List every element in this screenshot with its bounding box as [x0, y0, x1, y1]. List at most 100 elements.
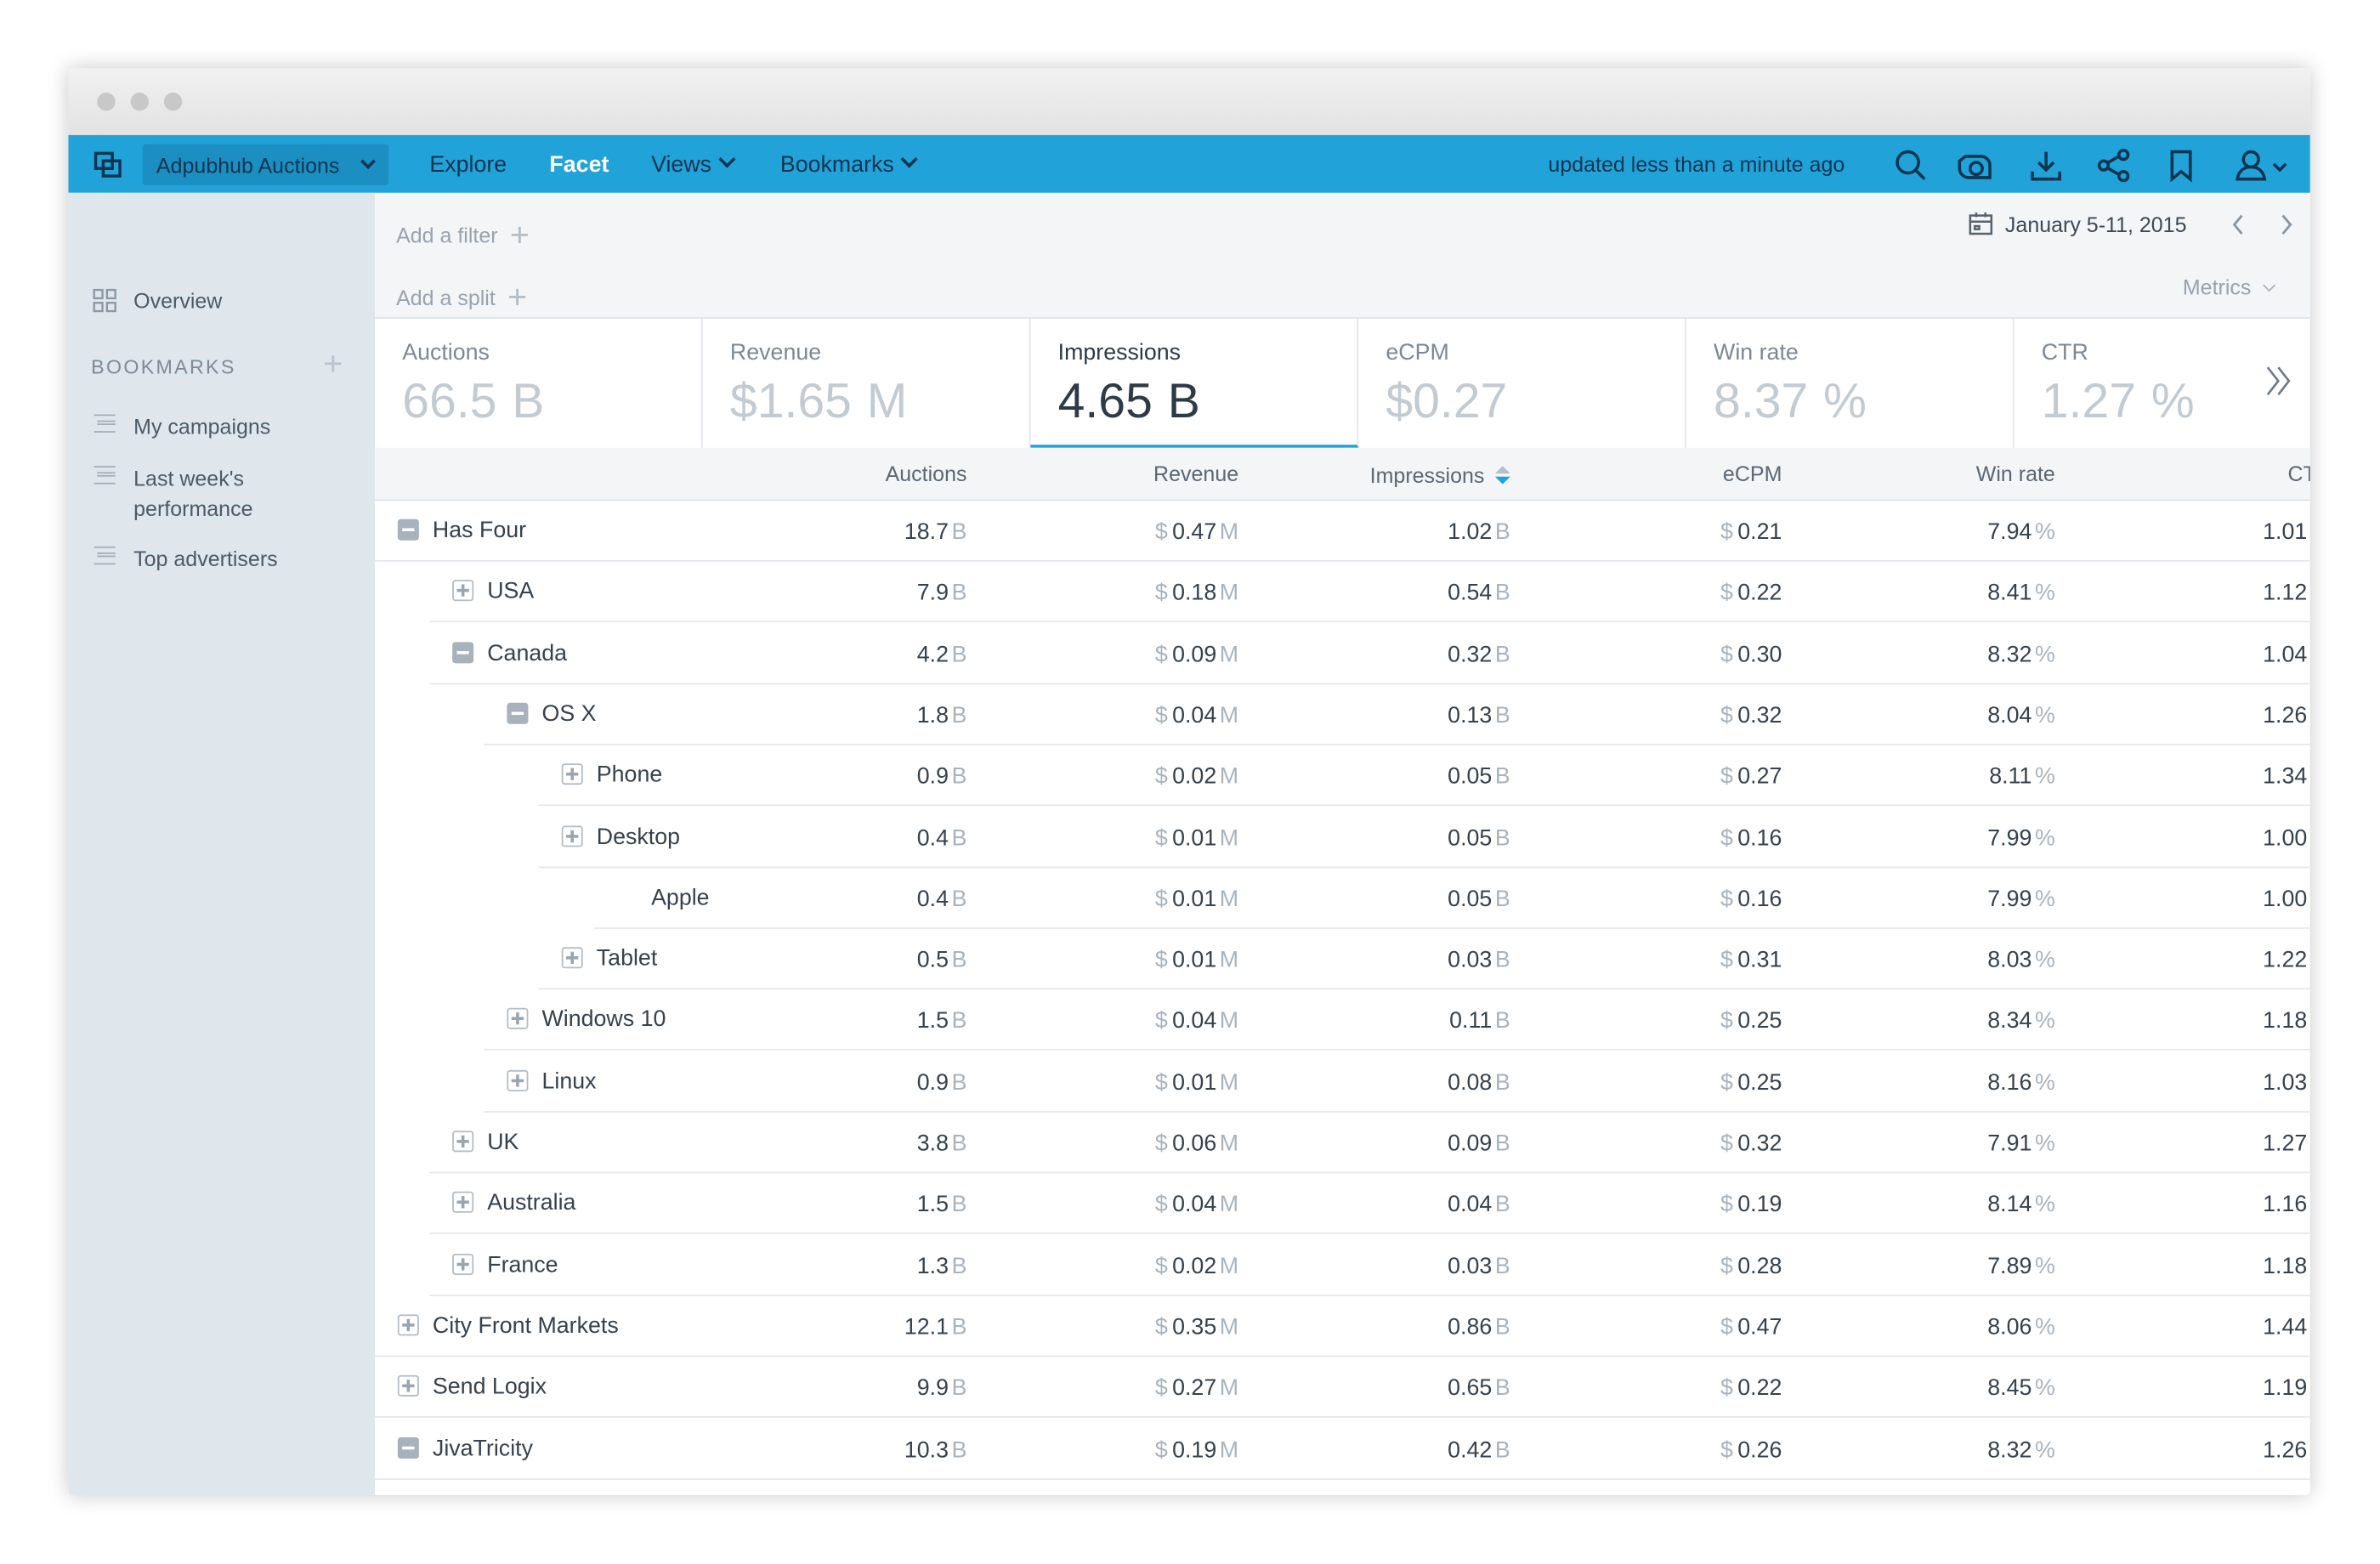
table-cell: 0.4 B: [917, 886, 967, 911]
expand-toggle[interactable]: [507, 1008, 529, 1030]
metrics-menu[interactable]: Metrics: [2183, 275, 2276, 299]
cell-value: 0.27: [1172, 1375, 1217, 1402]
collapse-toggle[interactable]: [397, 518, 419, 541]
user-icon[interactable]: [2236, 150, 2287, 181]
cell-value: 0.30: [1737, 641, 1782, 667]
metric-number: 1.65: [756, 373, 852, 428]
cell-value: 0.21: [1737, 518, 1782, 546]
add-filter[interactable]: Add a filter +: [396, 212, 530, 254]
bookmark-link[interactable]: My campaigns: [133, 414, 271, 439]
row-label: Apple: [651, 884, 710, 911]
metric-value: 1.27%: [2042, 373, 2195, 429]
nav-item[interactable]: Views: [651, 150, 736, 178]
next[interactable]: [2281, 214, 2292, 235]
expand-toggle[interactable]: [452, 1192, 474, 1214]
window-button[interactable]: [97, 92, 116, 111]
metric-card[interactable]: Auctions 66.5 B: [375, 318, 703, 448]
cell-value: 0.4: [916, 824, 949, 851]
download-icon[interactable]: [2031, 151, 2061, 181]
table-cell: 7.91%: [1987, 1130, 2055, 1156]
metric-label: Win rate: [1714, 339, 1799, 366]
expand-toggle[interactable]: [561, 947, 583, 969]
table-cell: 8.16%: [1987, 1069, 2055, 1095]
cell-value: 0.9: [916, 763, 949, 790]
chevron: [360, 154, 376, 170]
row-divider: [429, 620, 2310, 623]
logo[interactable]: [94, 151, 122, 178]
table-cell: $0.04 M: [1155, 1008, 1238, 1034]
cell-value: 18.7: [904, 518, 949, 546]
search-icon[interactable]: [1896, 150, 1926, 180]
more-metrics[interactable]: [2263, 365, 2293, 398]
expand-toggle[interactable]: [452, 1130, 474, 1153]
collapse-toggle[interactable]: [397, 1436, 419, 1459]
table-cell: 8.45%: [1987, 1375, 2055, 1401]
collapse-toggle[interactable]: [452, 641, 474, 663]
cell-value: 0.5: [916, 947, 949, 973]
metric-card[interactable]: Revenue $1.65 M: [703, 318, 1031, 448]
metric-card[interactable]: CTR 1.27%: [2014, 319, 2310, 448]
expand-toggle[interactable]: [397, 1375, 419, 1397]
cell-value: 1.8: [916, 702, 949, 728]
metric-card[interactable]: Win rate 8.37%: [1686, 318, 2014, 448]
expand-toggle[interactable]: [397, 1314, 419, 1336]
column-header[interactable]: Revenue: [1153, 462, 1238, 486]
cell-unit: B: [951, 763, 967, 790]
row-divider: [593, 926, 2310, 929]
table-cell: 8.32%: [1987, 642, 2055, 667]
table-cell: 0.08 B: [1448, 1069, 1510, 1095]
metric-label: CTR: [2041, 339, 2088, 366]
metric-label: Impressions: [1057, 339, 1182, 366]
table-cell: 1.16: [2263, 1192, 2307, 1217]
expand-toggle[interactable]: [507, 1069, 529, 1091]
app-switcher[interactable]: Adpubhub Auctions: [142, 144, 389, 185]
cell-prefix: $: [1720, 1192, 1733, 1218]
nav-item[interactable]: Bookmarks: [780, 150, 918, 178]
cell-unit: M: [1219, 824, 1239, 851]
refresh-icon[interactable]: [1958, 155, 1992, 179]
share-icon[interactable]: [2097, 148, 2130, 183]
column-header[interactable]: Win rate: [1976, 462, 2055, 486]
cell-value: 0.04: [1172, 1192, 1217, 1218]
row-label: City Front Markets: [432, 1312, 619, 1339]
cell-value: 0.22: [1737, 580, 1782, 607]
window-button[interactable]: [163, 92, 183, 111]
table-cell: 0.05 B: [1448, 764, 1510, 790]
column-header[interactable]: Auctions: [886, 462, 967, 486]
nav-item[interactable]: Facet: [549, 152, 609, 178]
table-cell: 7.89%: [1987, 1253, 2055, 1278]
expand-toggle[interactable]: [452, 580, 474, 602]
cell-prefix: $: [1154, 1130, 1168, 1157]
cell-unit: B: [1494, 1436, 1510, 1463]
add-filter-label: Add a filter: [396, 223, 498, 248]
date-range[interactable]: January 5-11, 2015: [2004, 212, 2187, 237]
table-cell: 1.01: [2263, 519, 2307, 545]
table-cell: $0.01 M: [1155, 825, 1238, 851]
bookmark-link[interactable]: Last week's performance: [133, 466, 253, 521]
prev[interactable]: [2232, 214, 2243, 235]
nav-item[interactable]: Explore: [429, 152, 507, 178]
collapse-toggle[interactable]: [507, 702, 529, 724]
metric-card[interactable]: eCPM $0.27: [1358, 318, 1686, 448]
column-header[interactable]: eCPM: [1723, 462, 1782, 486]
cell-unit: B: [951, 1375, 967, 1402]
cell-unit: %: [2035, 1253, 2055, 1279]
add-bookmark[interactable]: +: [323, 344, 343, 382]
expand-toggle[interactable]: [561, 763, 583, 785]
column-header[interactable]: CTR: [2287, 462, 2309, 486]
add-split[interactable]: Add a split +: [396, 275, 527, 316]
expand-toggle[interactable]: [452, 1253, 474, 1275]
column-name: eCPM: [1722, 461, 1782, 486]
nav-link[interactable]: Overview: [133, 288, 223, 313]
bookmark-link[interactable]: Top advertisers: [133, 546, 278, 571]
column-header[interactable]: Impressions: [1370, 462, 1510, 487]
bookmark-icon[interactable]: [2170, 150, 2192, 183]
cell-unit: B: [1494, 763, 1510, 790]
cell-value: 0.04: [1172, 702, 1217, 728]
cell-unit: %: [2035, 947, 2055, 973]
window-button[interactable]: [130, 92, 149, 111]
metric-card[interactable]: Impressions 4.65 B: [1030, 318, 1359, 448]
expand-toggle[interactable]: [561, 824, 583, 847]
cell-value: 0.47: [1172, 518, 1217, 546]
chevron: [2263, 279, 2276, 292]
